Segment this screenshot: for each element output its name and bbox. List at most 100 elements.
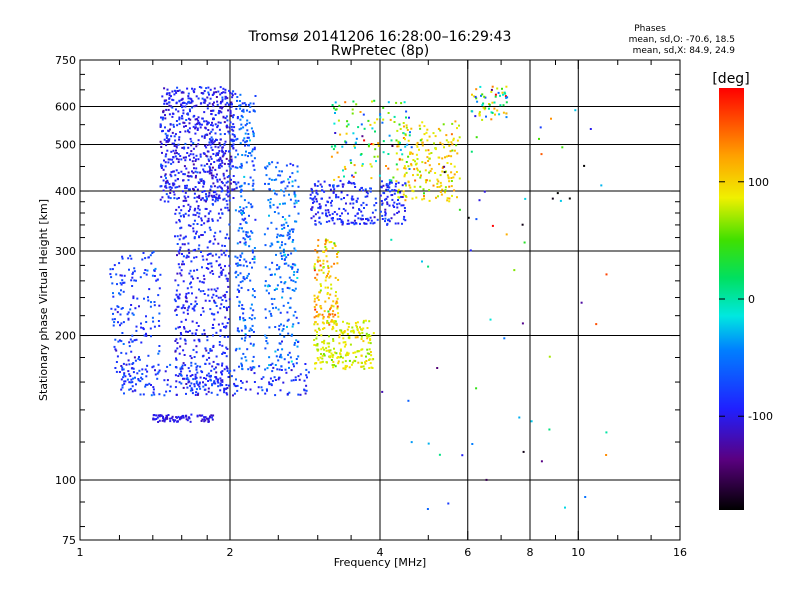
data-point bbox=[245, 233, 248, 236]
data-point bbox=[180, 269, 183, 272]
data-point bbox=[204, 133, 207, 136]
data-point bbox=[131, 285, 134, 287]
data-point bbox=[215, 377, 218, 380]
data-point bbox=[181, 263, 183, 266]
data-point bbox=[248, 317, 251, 319]
data-point bbox=[471, 93, 473, 96]
data-point bbox=[141, 368, 144, 371]
data-point bbox=[202, 258, 205, 261]
data-point bbox=[523, 241, 526, 244]
data-point bbox=[187, 97, 190, 100]
data-point bbox=[238, 259, 241, 262]
data-point bbox=[448, 180, 451, 183]
data-point bbox=[155, 414, 158, 417]
data-point bbox=[137, 379, 140, 382]
data-point bbox=[197, 158, 200, 161]
data-point bbox=[188, 370, 191, 373]
data-point bbox=[252, 164, 255, 167]
data-point bbox=[421, 161, 424, 164]
data-point bbox=[123, 380, 126, 383]
data-point bbox=[198, 381, 201, 384]
data-point bbox=[155, 418, 158, 420]
data-point bbox=[340, 355, 342, 358]
data-point bbox=[131, 367, 134, 370]
data-point bbox=[319, 206, 322, 209]
data-point bbox=[404, 219, 407, 222]
data-point bbox=[184, 235, 187, 238]
data-point bbox=[294, 199, 297, 202]
data-point bbox=[219, 106, 222, 109]
data-point bbox=[328, 276, 331, 279]
data-point bbox=[269, 198, 272, 201]
data-point bbox=[187, 117, 190, 120]
data-point bbox=[354, 146, 356, 149]
data-point bbox=[436, 182, 439, 185]
data-point bbox=[228, 190, 231, 193]
data-point bbox=[226, 387, 229, 389]
data-point bbox=[202, 290, 205, 292]
data-point bbox=[314, 321, 317, 323]
data-point bbox=[313, 294, 316, 297]
data-point bbox=[235, 378, 237, 381]
data-point bbox=[281, 340, 283, 343]
data-point bbox=[242, 212, 245, 214]
data-point bbox=[274, 326, 277, 328]
data-point bbox=[201, 197, 204, 200]
data-point bbox=[284, 187, 287, 190]
data-point bbox=[165, 136, 168, 139]
data-point bbox=[223, 335, 226, 338]
data-point bbox=[205, 358, 208, 361]
data-point bbox=[366, 352, 369, 355]
data-point bbox=[387, 218, 390, 221]
data-point bbox=[203, 329, 206, 332]
data-point bbox=[605, 431, 608, 434]
data-point bbox=[279, 353, 282, 356]
data-point bbox=[203, 170, 206, 173]
data-point bbox=[326, 215, 329, 218]
data-point bbox=[270, 178, 273, 181]
data-point bbox=[177, 90, 179, 92]
data-point bbox=[337, 362, 340, 365]
data-point bbox=[239, 255, 242, 258]
data-point bbox=[293, 191, 296, 194]
data-point bbox=[167, 200, 170, 203]
data-point bbox=[423, 195, 425, 197]
data-point bbox=[499, 104, 502, 107]
data-point bbox=[209, 143, 212, 146]
data-point bbox=[134, 376, 136, 379]
data-point bbox=[240, 380, 242, 382]
data-point bbox=[211, 176, 214, 179]
data-point bbox=[445, 155, 448, 158]
data-point bbox=[475, 387, 478, 390]
data-point bbox=[287, 237, 290, 240]
data-point bbox=[319, 361, 322, 364]
data-point bbox=[233, 384, 236, 387]
data-point bbox=[234, 255, 237, 258]
data-point bbox=[168, 97, 171, 100]
data-point bbox=[424, 149, 427, 152]
data-point bbox=[180, 226, 183, 229]
data-point bbox=[190, 140, 193, 143]
data-point bbox=[319, 264, 322, 267]
data-point bbox=[184, 159, 187, 162]
data-point bbox=[211, 203, 214, 205]
data-point bbox=[354, 141, 357, 144]
data-point bbox=[203, 152, 206, 155]
data-point bbox=[238, 304, 241, 307]
data-point bbox=[221, 150, 224, 153]
data-point bbox=[550, 117, 552, 120]
data-point bbox=[201, 355, 204, 358]
data-point bbox=[152, 320, 155, 323]
data-point bbox=[247, 183, 250, 186]
data-point bbox=[425, 181, 427, 184]
data-point bbox=[341, 212, 343, 215]
data-point bbox=[221, 161, 224, 164]
data-point bbox=[198, 196, 200, 198]
data-point bbox=[231, 128, 234, 131]
data-point bbox=[485, 115, 487, 118]
data-point bbox=[334, 313, 337, 316]
data-point bbox=[215, 96, 218, 98]
data-point bbox=[317, 244, 320, 247]
data-point bbox=[379, 210, 382, 213]
